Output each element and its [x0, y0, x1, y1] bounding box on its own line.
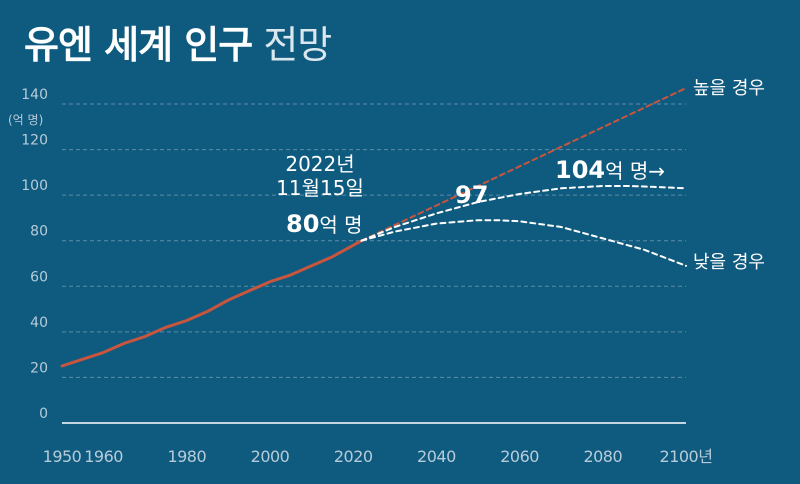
y-tick-label: 140: [21, 87, 48, 103]
x-tick-label: 2020: [334, 447, 373, 466]
medium-scenario-line: [360, 185, 687, 242]
legend-high-scenario: 높을 경우: [693, 78, 765, 99]
annotation-peak-number: 104: [555, 156, 605, 184]
chart-title: 유엔 세계 인구 전망: [24, 14, 332, 69]
low-scenario-line: [360, 219, 687, 267]
high-scenario-line: [360, 87, 687, 242]
y-tick-label: 20: [30, 360, 48, 376]
y-tick-labels: 0 20 40 60 80 100 120 140: [21, 87, 48, 422]
series-lines: [60, 87, 687, 368]
annotation-peak: 104억 명→: [555, 156, 665, 184]
actual-population-line: [60, 239, 363, 368]
y-tick-label: 80: [30, 224, 48, 240]
x-tick-label: 1960: [84, 447, 123, 466]
annotation-mid-value: 97: [455, 181, 488, 209]
y-axis-unit-label: (억 명): [8, 113, 43, 127]
annotation-current: 80억 명: [286, 210, 363, 238]
annotation-current-number: 80: [286, 210, 319, 238]
x-tick-label: 1950: [43, 447, 82, 466]
x-tick-label: 2060: [500, 447, 539, 466]
y-tick-label: 100: [21, 178, 48, 194]
x-tick-label: 2100년: [660, 447, 713, 466]
y-tick-label: 40: [30, 315, 48, 331]
annotation-peak-unit: 억 명→: [605, 159, 665, 183]
grid-lines: [62, 103, 686, 424]
title-main: 유엔 세계 인구: [24, 23, 253, 67]
y-tick-label: 120: [21, 133, 48, 149]
annotation-date-year: 2022년: [285, 152, 354, 176]
annotation-date-day: 11월15일: [276, 176, 364, 200]
annotation-current-unit: 억 명: [319, 213, 362, 237]
x-tick-label: 2000: [251, 447, 290, 466]
y-tick-label: 0: [39, 406, 48, 422]
legend-low-scenario: 낮을 경우: [693, 252, 765, 273]
title-sub: 전망: [263, 23, 332, 67]
x-tick-label: 2040: [417, 447, 456, 466]
y-tick-label: 60: [30, 269, 48, 285]
x-tick-label: 2080: [583, 447, 622, 466]
x-tick-label: 1980: [167, 447, 206, 466]
x-tick-labels: 1950 1960 1980 2000 2020 2040 2060 2080 2100년: [43, 447, 713, 466]
